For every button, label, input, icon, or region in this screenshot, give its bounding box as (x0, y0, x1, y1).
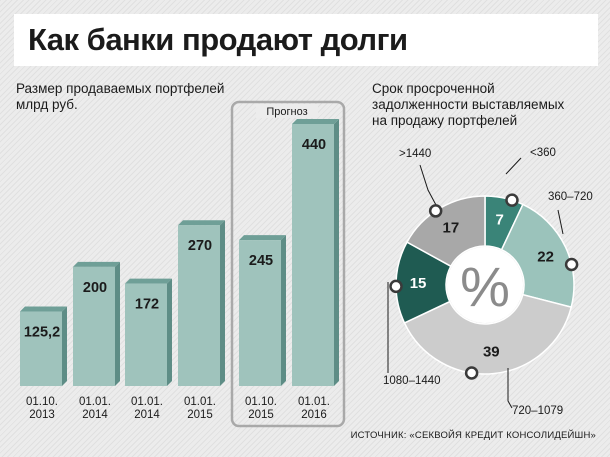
x-tick-label: 01.10. (245, 396, 277, 408)
donut-chart-title: Срок просроченной задолженности выставля… (372, 81, 564, 129)
forecast-frame (230, 100, 346, 428)
x-tick-label: 2015 (187, 409, 213, 421)
callout-marker (505, 193, 519, 207)
bar-top (292, 119, 339, 124)
callout-leader-line (507, 368, 513, 409)
bar (239, 240, 281, 386)
bar-side (334, 119, 339, 386)
slice-value-label: 39 (483, 344, 500, 361)
bar-side (115, 261, 120, 386)
bar-top (125, 278, 172, 284)
bar (292, 124, 334, 386)
bar-side (62, 306, 67, 386)
callout-leader-line (557, 209, 564, 235)
donut-slice (405, 195, 486, 268)
page-title: Как банки продают долги (14, 14, 598, 66)
bar-side (167, 278, 172, 386)
bar-value-label: 245 (249, 253, 273, 269)
donut-slice (403, 293, 573, 375)
source-note: ИСТОЧНИК: «СЕКВОЙЯ КРЕДИТ КОНСОЛИДЕЙШН» (350, 430, 596, 441)
bar (73, 266, 115, 386)
bar-value-label: 440 (302, 137, 326, 153)
category-label: >1440 (399, 148, 431, 160)
bar-value-label: 172 (135, 297, 159, 313)
category-label: 1080–1440 (383, 375, 441, 387)
x-tick-label: 2015 (248, 409, 274, 421)
bar-chart-unit-label: млрд руб. (16, 97, 78, 112)
bar (20, 311, 62, 386)
category-label: <360 (530, 147, 556, 159)
callout-marker (564, 257, 579, 272)
x-tick-label: 2014 (134, 409, 160, 421)
donut-center-label: % (460, 255, 510, 318)
x-tick-label: 01.10. (26, 396, 58, 408)
slice-value-label: 22 (537, 248, 554, 265)
donut-chart-title-line-1: Срок просроченной (372, 81, 495, 96)
callout-marker (389, 279, 403, 294)
donut-slice (500, 203, 575, 309)
category-label: 360–720 (548, 191, 593, 203)
x-tick-label: 2014 (82, 409, 108, 421)
bar-top (178, 220, 225, 226)
callout-leader-line (419, 164, 437, 206)
donut-chart: % 7 22 39 15 17 <360 360–720 720–1079 1080–1440 >1… (383, 147, 593, 417)
bar (125, 283, 167, 386)
callout-marker (464, 366, 479, 380)
bar-chart-title-line-1: Размер продаваемых портфелей (16, 81, 225, 96)
callout-marker (428, 204, 443, 218)
bar-series: 125,201.10.201320001.01.201417201.01.201… (20, 119, 339, 421)
bar-top (239, 235, 286, 241)
x-tick-label: 01.01. (131, 396, 163, 408)
bar-top (73, 261, 120, 267)
forecast-label-bg (256, 104, 318, 118)
bar-value-label: 125,2 (24, 324, 60, 340)
x-tick-label: 2013 (29, 409, 55, 421)
donut-center (447, 247, 523, 323)
x-tick-label: 01.01. (184, 396, 216, 408)
bar-side (220, 220, 225, 386)
bar-top (20, 306, 67, 312)
donut-chart-title-line-3: на продажу портфелей (372, 113, 518, 128)
bar-value-label: 270 (188, 238, 212, 254)
bar-value-label: 200 (83, 280, 107, 296)
slice-value-label: 7 (495, 212, 503, 229)
category-label: 720–1079 (512, 405, 563, 417)
x-tick-label: 01.01. (298, 396, 330, 408)
slice-value-label: 17 (443, 219, 460, 236)
forecast-label: Прогноз (266, 106, 307, 118)
donut-chart-title-line-2: задолженности выставляемых (372, 97, 565, 112)
callout-leader-line (505, 157, 522, 175)
bar (178, 225, 220, 386)
bar-chart-title: Размер продаваемых портфелей млрд руб. (16, 81, 224, 113)
slice-value-label: 15 (410, 275, 427, 292)
x-tick-label: 2016 (301, 409, 327, 421)
x-tick-label: 01.01. (79, 396, 111, 408)
bar-side (281, 235, 286, 386)
